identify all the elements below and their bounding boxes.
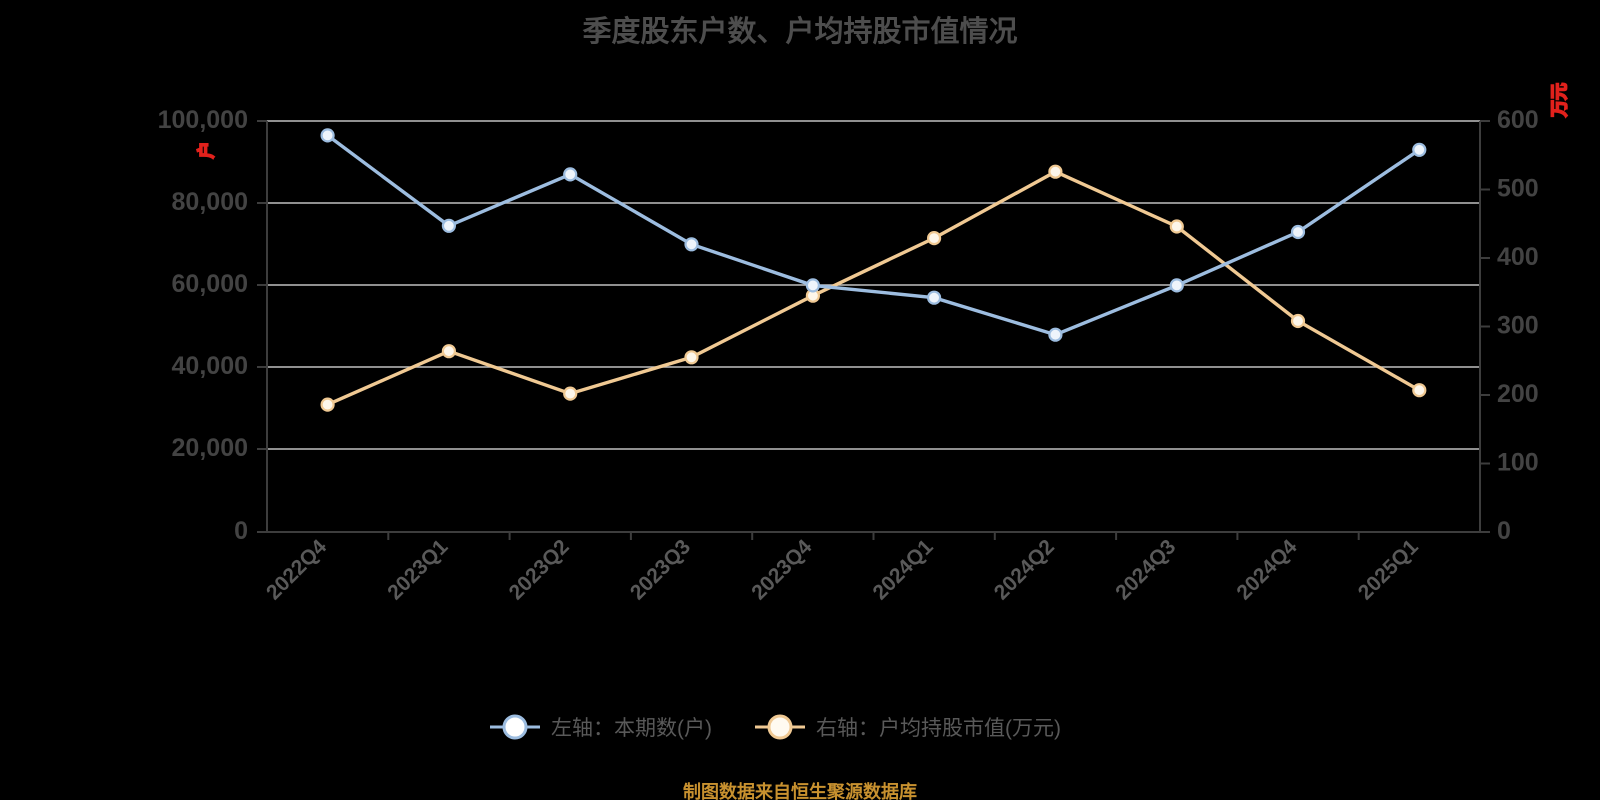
svg-text:左轴：本期数(户): 左轴：本期数(户) [551,717,712,740]
svg-text:右轴：户均持股市值(万元): 右轴：户均持股市值(万元) [816,717,1061,740]
